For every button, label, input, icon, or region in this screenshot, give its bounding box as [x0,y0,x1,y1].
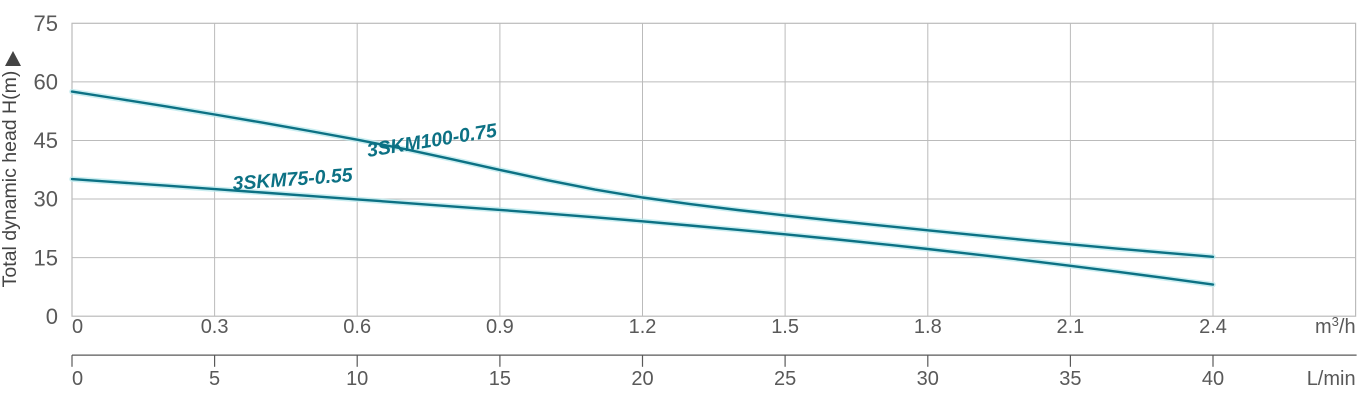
svg-text:Total dynamic head H(m): Total dynamic head H(m) [0,71,21,288]
svg-text:m3/h: m3/h [1315,314,1356,339]
svg-text:0.3: 0.3 [201,316,229,338]
svg-text:0: 0 [72,368,83,390]
svg-text:75: 75 [34,11,58,36]
svg-text:2.4: 2.4 [1199,316,1227,338]
svg-text:20: 20 [631,368,653,390]
svg-text:L/min: L/min [1307,368,1356,390]
svg-text:35: 35 [1059,368,1081,390]
svg-text:25: 25 [774,368,796,390]
svg-text:60: 60 [34,70,58,95]
svg-text:0.9: 0.9 [486,316,514,338]
svg-text:0: 0 [46,304,58,329]
svg-text:10: 10 [346,368,368,390]
svg-text:0: 0 [72,316,83,338]
svg-text:1.8: 1.8 [914,316,942,338]
svg-text:3SKM75-0.55: 3SKM75-0.55 [232,164,355,195]
svg-text:45: 45 [34,128,58,153]
svg-text:30: 30 [34,187,58,212]
svg-text:30: 30 [917,368,939,390]
svg-text:0.6: 0.6 [343,316,371,338]
svg-text:40: 40 [1202,368,1224,390]
svg-text:5: 5 [209,368,220,390]
svg-text:2.1: 2.1 [1056,316,1084,338]
svg-text:1.5: 1.5 [771,316,799,338]
svg-text:1.2: 1.2 [629,316,657,338]
svg-text:15: 15 [34,245,58,270]
svg-text:15: 15 [489,368,511,390]
